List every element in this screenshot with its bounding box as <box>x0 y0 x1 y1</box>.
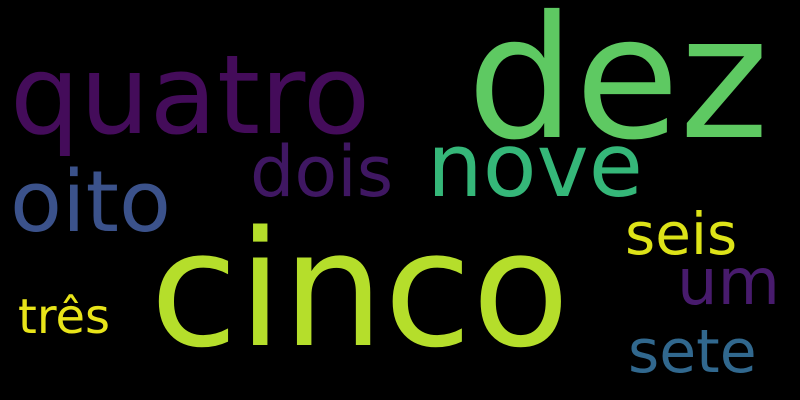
word-nove: nove <box>427 114 643 217</box>
word-seis: seis <box>625 200 738 268</box>
word-um: um <box>677 246 780 320</box>
word-tres: três <box>18 289 111 345</box>
word-oito: oito <box>10 153 171 252</box>
word-sete: sete <box>628 317 757 387</box>
word-dois: dois <box>250 131 394 213</box>
word-quatro: quatro <box>10 31 371 159</box>
word-cinco: cinco <box>150 196 570 383</box>
word-dez: dez <box>467 0 769 178</box>
